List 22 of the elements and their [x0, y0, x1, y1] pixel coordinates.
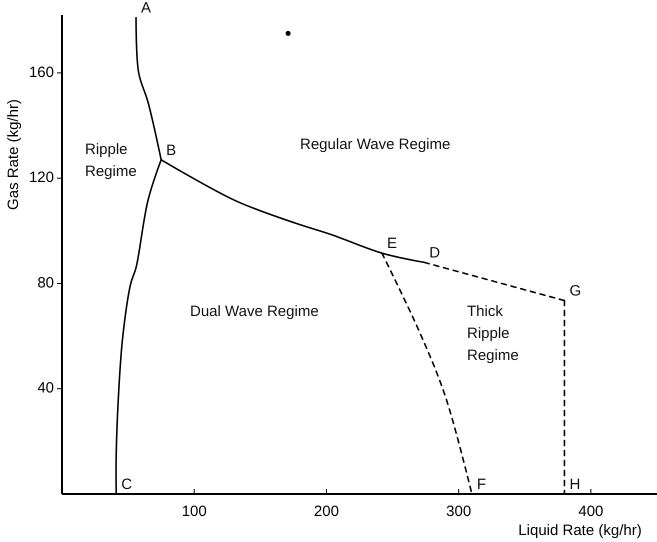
x-axis-title: Liquid Rate (kg/hr)	[518, 522, 642, 539]
annotation: Thick Ripple Regime	[467, 302, 519, 364]
annotation: F	[476, 476, 486, 493]
annotation: B	[166, 142, 176, 159]
annotation: C	[121, 476, 132, 493]
x-tick-label: 300	[446, 503, 472, 520]
annotation: Dual Wave Regime	[190, 302, 319, 320]
annotation: Ripple Regime	[85, 140, 137, 180]
y-axis-title: Gas Rate (kg/hr)	[4, 99, 22, 210]
annotation: G	[569, 282, 582, 300]
annotation: A	[141, 0, 152, 17]
y-tick-label: 120	[28, 169, 54, 186]
y-tick-label: 160	[28, 64, 54, 81]
x-tick-label: 200	[314, 503, 339, 520]
x-tick-label: 400	[578, 503, 604, 520]
x-tick-label: 100	[182, 503, 207, 520]
annotation: E	[386, 235, 397, 252]
y-tick-label: 40	[37, 380, 54, 397]
annotation: D	[429, 244, 440, 262]
annotation: Regular Wave Regime	[300, 136, 450, 153]
annotation: H	[569, 476, 580, 493]
y-tick-label: 80	[37, 274, 54, 292]
